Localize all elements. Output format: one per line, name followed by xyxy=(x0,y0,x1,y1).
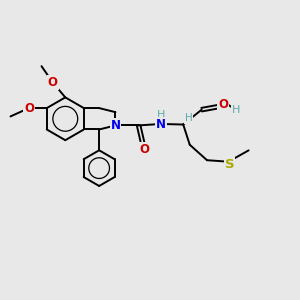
Text: O: O xyxy=(218,98,228,111)
Text: H: H xyxy=(157,110,165,120)
Text: N: N xyxy=(110,119,120,132)
Text: O: O xyxy=(48,76,58,89)
Text: O: O xyxy=(140,143,150,156)
Text: S: S xyxy=(225,158,234,171)
Text: O: O xyxy=(24,102,34,115)
Text: H: H xyxy=(232,105,240,115)
Text: H: H xyxy=(185,113,192,123)
Text: N: N xyxy=(156,118,166,131)
